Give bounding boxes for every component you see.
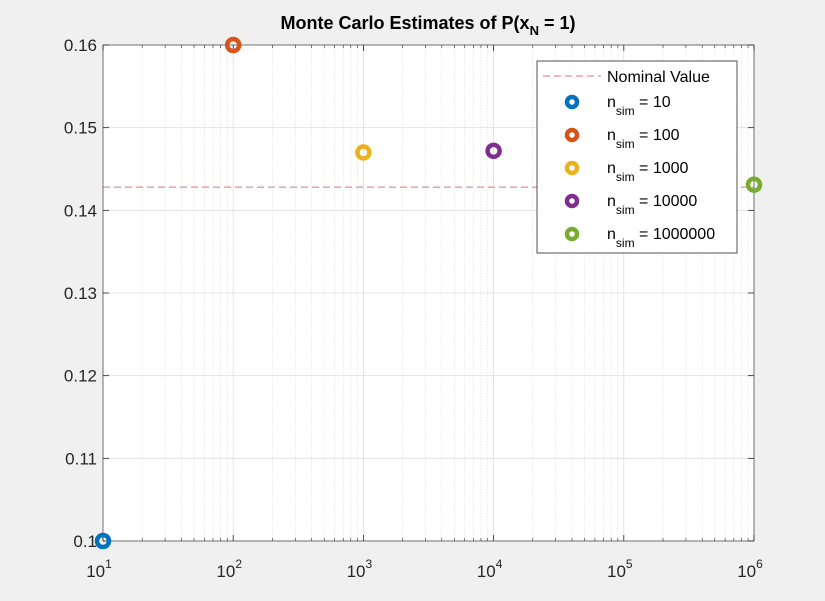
legend-marker: [564, 127, 580, 143]
y-axis-tick-labels: 0.1 0.11 0.12 0.13 0.14 0.15 0.16: [64, 36, 97, 551]
y-tick-label: 0.14: [64, 201, 97, 220]
legend-marker: [564, 94, 580, 110]
legend-marker: [564, 193, 580, 209]
x-tick-label: 106: [737, 557, 763, 581]
legend-nominal-label: Nominal Value: [607, 69, 710, 86]
legend-box: [536, 60, 738, 254]
chart-title: Monte Carlo Estimates of P(xN = 1): [281, 13, 576, 38]
legend-marker: [564, 160, 580, 176]
legend-label: nsim = 10000: [607, 193, 697, 217]
y-tick-label: 0.11: [65, 449, 97, 468]
data-point: [485, 142, 502, 160]
axis-ticks: [102, 44, 755, 542]
y-tick-label: 0.1: [73, 532, 97, 551]
legend-label: nsim = 1000: [607, 160, 689, 184]
x-tick-label: 103: [347, 557, 373, 581]
x-tick-label: 101: [86, 557, 112, 581]
legend-label: nsim = 10: [607, 94, 671, 118]
legend-marker: [564, 226, 580, 242]
data-point: [355, 144, 372, 161]
y-tick-label: 0.16: [64, 36, 97, 55]
x-tick-label: 104: [477, 557, 503, 581]
data-point: [745, 176, 763, 193]
legend-label: nsim = 1000000: [607, 226, 715, 250]
data-points: [94, 36, 763, 550]
y-tick-label: 0.13: [64, 284, 97, 303]
x-axis-tick-labels: 101 102 103 104 105 106: [86, 557, 763, 581]
x-tick-label: 105: [607, 557, 633, 581]
data-point: [224, 36, 242, 54]
legend: Nominal Value nsim = 10 nsim = 100 nsim = 1…: [536, 60, 738, 254]
legend-label: nsim = 100: [607, 127, 680, 151]
y-tick-label: 0.15: [64, 119, 97, 138]
data-point: [94, 532, 112, 550]
y-tick-label: 0.12: [64, 367, 97, 386]
x-tick-label: 102: [216, 557, 242, 581]
